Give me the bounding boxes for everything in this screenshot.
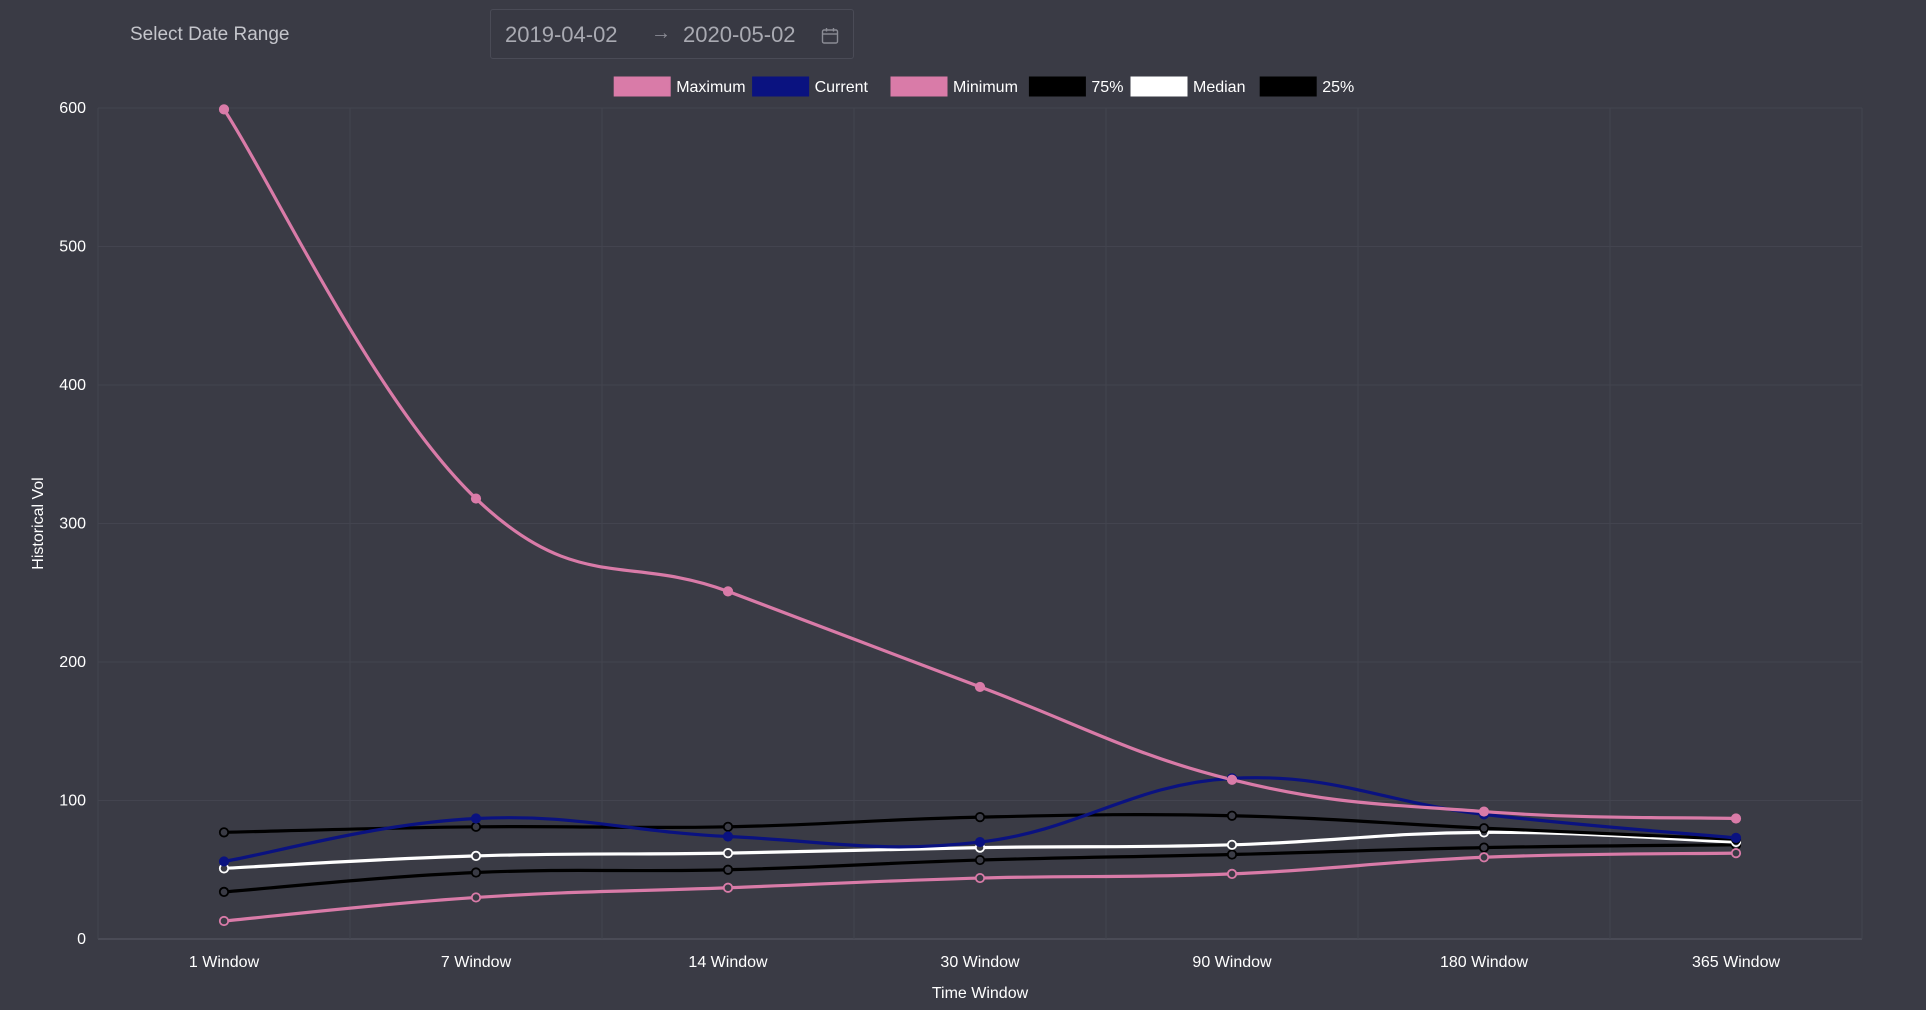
data-point-25 xyxy=(470,867,482,878)
legend-label[interactable]: Minimum xyxy=(953,79,1018,96)
legend-label[interactable]: Median xyxy=(1193,79,1245,96)
data-point-minimum xyxy=(1226,868,1238,880)
y-tick-label: 300 xyxy=(59,516,86,533)
y-tick-label: 200 xyxy=(59,654,86,671)
data-point-current xyxy=(218,856,230,867)
data-point-minimum xyxy=(218,915,230,927)
data-point-current xyxy=(1730,832,1742,843)
calendar-icon[interactable] xyxy=(821,27,839,45)
y-tick-label: 500 xyxy=(59,239,86,256)
date-range-label: Select Date Range xyxy=(130,24,290,45)
legend-label[interactable]: 25% xyxy=(1322,79,1354,96)
x-axis-title: Time Window xyxy=(932,985,1029,1002)
data-point-75 xyxy=(218,827,230,838)
legend-swatch[interactable] xyxy=(1028,76,1086,97)
data-point-25 xyxy=(218,886,230,898)
data-point-minimum xyxy=(470,892,482,903)
legend-label[interactable]: Maximum xyxy=(676,79,745,96)
data-point-25 xyxy=(974,854,986,866)
arrow-right-icon: → xyxy=(651,22,671,44)
y-axis-title: Historical Vol xyxy=(30,477,47,569)
data-point-maximum xyxy=(1226,774,1238,785)
x-tick-label: 1 Window xyxy=(189,954,260,971)
legend-swatch[interactable] xyxy=(1130,76,1188,97)
data-point-current xyxy=(974,836,986,848)
x-tick-label: 30 Window xyxy=(940,954,1020,971)
data-point-maximum xyxy=(1730,813,1742,824)
legend-swatch[interactable] xyxy=(1259,76,1317,97)
end-date-input[interactable]: 2020-05-02 xyxy=(683,22,796,47)
data-point-75 xyxy=(974,812,986,823)
data-point-75 xyxy=(1478,823,1490,834)
data-point-current xyxy=(722,831,734,842)
data-point-minimum xyxy=(1478,852,1490,863)
legend-label[interactable]: 75% xyxy=(1091,79,1123,96)
date-range-picker[interactable]: 2019-04-02 → 2020-05-02 xyxy=(490,9,854,59)
legend-swatch[interactable] xyxy=(613,76,671,97)
legend-swatch[interactable] xyxy=(890,76,948,97)
y-tick-label: 100 xyxy=(59,793,86,810)
x-tick-label: 90 Window xyxy=(1192,954,1272,971)
y-tick-label: 600 xyxy=(59,100,86,117)
data-point-maximum xyxy=(1478,806,1490,817)
y-tick-label: 400 xyxy=(59,377,86,394)
data-point-median xyxy=(470,850,482,862)
data-point-minimum xyxy=(974,872,986,884)
data-point-25 xyxy=(1226,849,1238,860)
data-point-median xyxy=(1226,839,1238,850)
data-point-current xyxy=(470,813,482,824)
data-point-maximum xyxy=(974,681,986,693)
legend-swatch[interactable] xyxy=(752,76,810,97)
data-point-maximum xyxy=(470,493,482,504)
data-point-75 xyxy=(470,821,482,832)
data-point-maximum xyxy=(218,104,230,115)
data-point-maximum xyxy=(722,586,734,597)
series-line-maximum xyxy=(222,107,1738,821)
x-tick-label: 365 Window xyxy=(1692,954,1780,971)
start-date-input[interactable]: 2019-04-02 xyxy=(505,22,618,47)
data-point-75 xyxy=(1226,810,1238,821)
x-tick-label: 7 Window xyxy=(441,954,512,971)
y-tick-label: 0 xyxy=(77,931,86,948)
data-point-median xyxy=(722,848,734,859)
data-point-75 xyxy=(722,821,734,832)
data-point-minimum xyxy=(722,882,734,893)
data-point-25 xyxy=(1478,842,1490,853)
data-point-25 xyxy=(722,864,734,875)
legend-label[interactable]: Current xyxy=(815,79,869,96)
data-point-minimum xyxy=(1730,848,1742,859)
x-tick-label: 180 Window xyxy=(1440,954,1528,971)
x-tick-label: 14 Window xyxy=(688,954,768,971)
